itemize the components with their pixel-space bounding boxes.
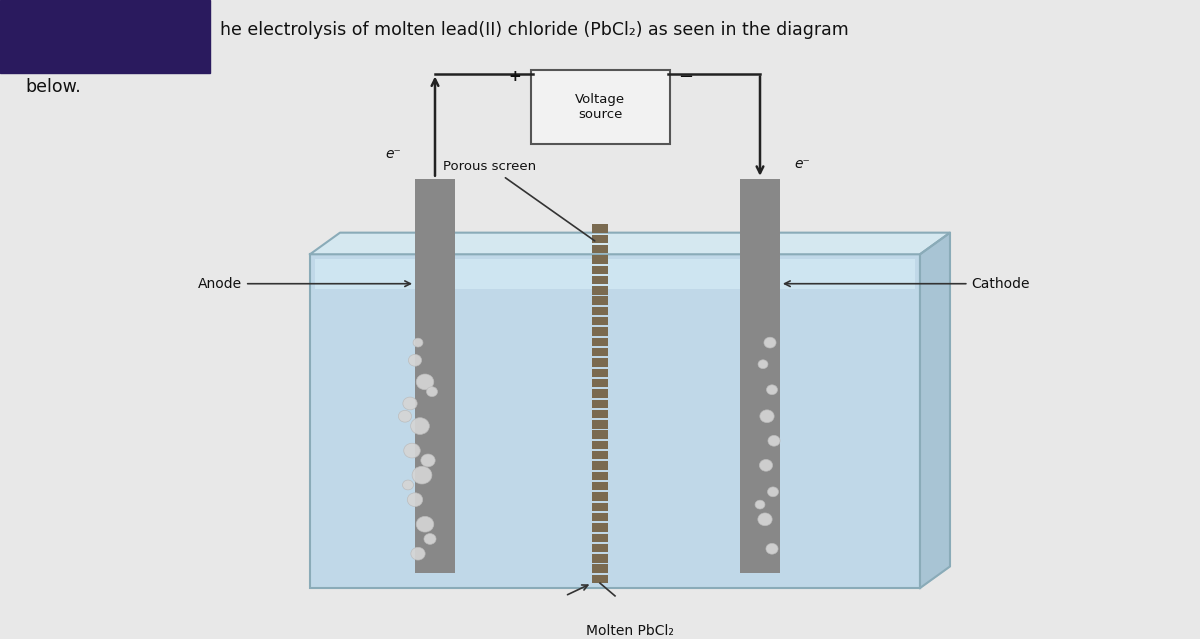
Ellipse shape — [398, 410, 412, 422]
Bar — [592, 472, 608, 480]
Text: e⁻: e⁻ — [385, 147, 401, 161]
Bar — [592, 266, 608, 274]
Bar — [592, 379, 608, 387]
Bar — [592, 544, 608, 552]
Bar — [592, 420, 608, 429]
Ellipse shape — [764, 337, 776, 348]
Bar — [592, 307, 608, 315]
Text: Cathode: Cathode — [785, 277, 1030, 291]
Bar — [592, 503, 608, 511]
Ellipse shape — [407, 493, 422, 507]
Bar — [592, 317, 608, 325]
Bar — [592, 523, 608, 532]
Bar — [0, 0, 210, 73]
Bar — [415, 179, 455, 259]
Polygon shape — [920, 233, 950, 588]
Ellipse shape — [426, 387, 438, 397]
Ellipse shape — [760, 459, 773, 471]
Text: he electrolysis of molten lead(II) chloride (PbCl₂) as seen in the diagram: he electrolysis of molten lead(II) chlor… — [220, 22, 848, 40]
Ellipse shape — [410, 418, 430, 435]
Ellipse shape — [416, 374, 434, 390]
Text: Porous screen: Porous screen — [444, 160, 595, 241]
Bar — [592, 399, 608, 408]
Bar — [592, 327, 608, 335]
Ellipse shape — [408, 355, 421, 366]
Bar — [592, 564, 608, 573]
Ellipse shape — [755, 500, 764, 509]
Bar — [592, 492, 608, 501]
Bar — [592, 451, 608, 459]
Bar — [592, 575, 608, 583]
Ellipse shape — [760, 410, 774, 422]
Bar — [592, 513, 608, 521]
Ellipse shape — [758, 513, 772, 526]
Ellipse shape — [402, 480, 414, 490]
Text: e⁻: e⁻ — [794, 157, 810, 171]
Bar — [310, 254, 920, 588]
Ellipse shape — [416, 516, 434, 532]
Bar — [592, 369, 608, 377]
Bar — [592, 410, 608, 418]
Text: −: − — [678, 68, 694, 86]
Ellipse shape — [766, 543, 778, 554]
Ellipse shape — [768, 435, 780, 446]
Bar — [592, 554, 608, 562]
Bar — [592, 337, 608, 346]
Bar — [592, 286, 608, 295]
Bar — [592, 255, 608, 264]
Bar — [592, 276, 608, 284]
Ellipse shape — [421, 454, 436, 467]
Text: Molten PbCl₂: Molten PbCl₂ — [586, 624, 674, 638]
Bar — [592, 389, 608, 397]
Ellipse shape — [767, 385, 778, 395]
Bar — [592, 358, 608, 367]
Ellipse shape — [768, 487, 779, 497]
Ellipse shape — [424, 534, 436, 544]
Ellipse shape — [403, 443, 420, 458]
Text: +: + — [508, 69, 521, 84]
Text: Anode: Anode — [198, 277, 410, 291]
Bar — [592, 441, 608, 449]
Bar — [740, 179, 780, 259]
Ellipse shape — [758, 360, 768, 369]
Bar — [592, 461, 608, 470]
Ellipse shape — [413, 338, 422, 347]
Bar — [592, 245, 608, 253]
Bar — [592, 431, 608, 439]
Text: below.: below. — [25, 79, 80, 96]
FancyBboxPatch shape — [530, 70, 670, 144]
Ellipse shape — [403, 397, 418, 410]
Ellipse shape — [410, 547, 425, 560]
Bar — [592, 348, 608, 357]
Ellipse shape — [412, 466, 432, 484]
Bar — [415, 259, 455, 573]
Bar — [592, 296, 608, 305]
Bar — [740, 259, 780, 573]
Bar — [592, 534, 608, 542]
Bar — [592, 224, 608, 233]
Text: Voltage
source: Voltage source — [575, 93, 625, 121]
Bar — [592, 482, 608, 490]
Polygon shape — [310, 233, 950, 254]
Bar — [592, 235, 608, 243]
Bar — [314, 259, 916, 289]
